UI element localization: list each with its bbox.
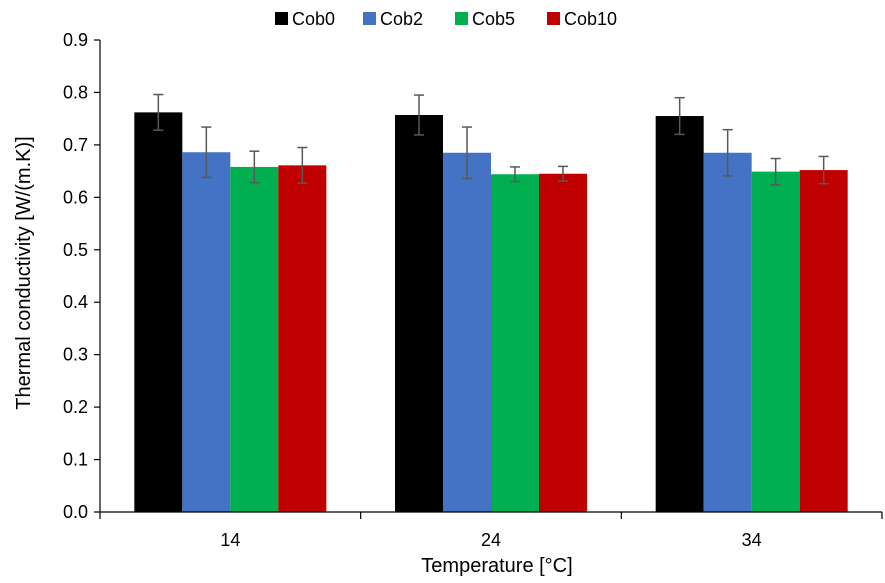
y-tick-label: 0.4 (63, 292, 88, 312)
legend-label: Cob2 (380, 9, 423, 29)
bar (491, 174, 539, 512)
y-tick-label: 0.8 (63, 82, 88, 102)
y-tick-label: 0.0 (63, 502, 88, 522)
y-tick-label: 0.5 (63, 240, 88, 260)
y-tick-label: 0.3 (63, 345, 88, 365)
bar (703, 152, 752, 512)
x-tick-label: 14 (220, 530, 240, 550)
y-tick-label: 0.9 (63, 30, 88, 50)
y-axis: 0.0 0.1 0.2 0.3 0.4 0.5 0.6 0.7 0.8 0.9 (63, 30, 101, 522)
bar (278, 165, 327, 512)
legend-label: Cob10 (564, 9, 617, 29)
x-tick-label: 24 (481, 530, 501, 550)
legend-swatch (363, 12, 376, 25)
y-axis-title: Thermal conductivity [W/(m.K)] (13, 136, 35, 409)
bar (182, 152, 231, 512)
y-tick-label: 0.1 (63, 450, 88, 470)
x-axis: 14 24 34 (99, 511, 883, 550)
bar (751, 171, 800, 512)
legend-swatch (547, 12, 560, 25)
legend-swatch (455, 12, 468, 25)
bar (655, 116, 704, 513)
plot-area (134, 93, 848, 513)
legend-label: Cob5 (472, 9, 515, 29)
bar (395, 114, 443, 513)
y-tick-label: 0.6 (63, 187, 88, 207)
x-tick-label: 34 (742, 530, 762, 550)
x-axis-title: Temperature [°C] (421, 555, 572, 577)
y-tick-label: 0.7 (63, 135, 88, 155)
legend: Cob0 Cob2 Cob5 Cob10 (275, 9, 617, 29)
bar (539, 173, 587, 512)
bar (799, 170, 848, 512)
legend-label: Cob0 (292, 9, 335, 29)
bar (443, 152, 491, 512)
legend-swatch (275, 12, 288, 25)
bar (230, 166, 279, 512)
bar (134, 112, 183, 512)
y-tick-label: 0.2 (63, 397, 88, 417)
